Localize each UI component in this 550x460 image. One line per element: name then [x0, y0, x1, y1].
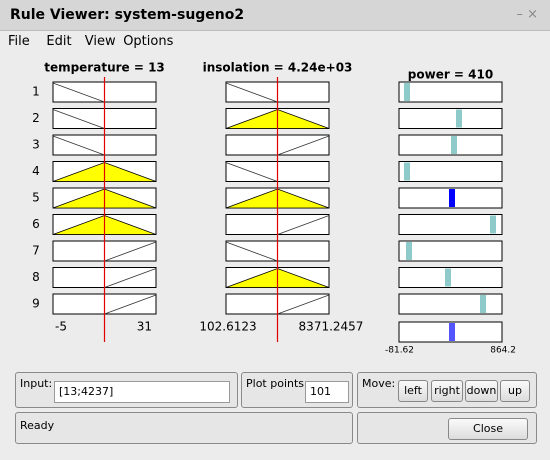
- rule-number: 4: [32, 164, 40, 178]
- output-bar: [456, 109, 462, 128]
- move-label: Move:: [362, 377, 396, 390]
- mf-line: [225, 82, 278, 103]
- window-title: Rule Viewer: system-sugeno2: [10, 7, 245, 23]
- input-field[interactable]: [13;4237]: [54, 381, 230, 403]
- mf-line: [104, 241, 157, 262]
- output-bar: [449, 189, 455, 207]
- close-panel: Close: [357, 412, 537, 444]
- move-button[interactable]: down: [465, 380, 498, 402]
- input-label: Input:: [20, 377, 53, 390]
- rule-plots: 1 2 3 4 5 6 7 8 9 temperature = 13 -5 31 insolation …: [32, 61, 516, 356]
- output-box: [398, 293, 503, 315]
- rule-number: 1: [32, 85, 40, 99]
- input-title: insolation = 4.24e+03: [203, 61, 353, 75]
- mf-line: [277, 215, 330, 235]
- mf-line: [52, 135, 105, 156]
- range-label: -5: [55, 320, 67, 334]
- status-text: Ready: [20, 419, 55, 432]
- rule-number: 9: [32, 297, 40, 311]
- menu-bar: File Edit View Options: [0, 31, 550, 53]
- menu-item[interactable]: File: [8, 34, 30, 49]
- output-bar: [451, 136, 457, 154]
- mf-line: [104, 294, 157, 315]
- rule-number: 7: [32, 244, 40, 258]
- range-label: 102.6123: [199, 320, 256, 334]
- plot-points-panel: Plot points: 101: [241, 372, 353, 408]
- output-bar: [490, 215, 496, 234]
- mf-line: [277, 135, 330, 156]
- range-label: -81.62: [385, 346, 414, 356]
- rule-number: 6: [32, 217, 40, 231]
- mf-line: [104, 268, 157, 288]
- move-button[interactable]: left: [398, 380, 428, 402]
- menu-item[interactable]: Options: [123, 34, 174, 49]
- rule-number: 2: [32, 111, 40, 125]
- output-bar: [404, 83, 410, 101]
- rule-number: 5: [32, 191, 40, 205]
- rule-number: 3: [32, 138, 40, 152]
- range-label: 864.2: [490, 346, 516, 356]
- mf-line: [52, 82, 105, 103]
- move-button[interactable]: up: [500, 380, 530, 402]
- window-controls[interactable]: – ×: [516, 7, 538, 22]
- range-label: 8371.2457: [299, 320, 364, 334]
- output-bar: [445, 268, 451, 287]
- mf-line: [225, 162, 278, 182]
- output-bar: [404, 162, 410, 181]
- input-panel: Input: [13;4237]: [15, 372, 238, 408]
- output-bar: [449, 323, 455, 341]
- output-title: power = 410: [408, 68, 493, 82]
- menu-item[interactable]: View: [84, 34, 116, 49]
- mf-line: [277, 294, 330, 315]
- rule-number: 8: [32, 270, 40, 284]
- title-bar: Rule Viewer: system-sugeno2 – ×: [0, 0, 550, 31]
- output-bar: [480, 295, 486, 313]
- output-box: [398, 161, 503, 182]
- plot-points-label: Plot points:: [246, 377, 308, 390]
- range-label: 31: [137, 320, 152, 334]
- input-title: temperature = 13: [44, 61, 165, 75]
- mf-line: [225, 241, 278, 262]
- status-panel: Ready: [15, 412, 353, 444]
- output-bar: [406, 242, 412, 260]
- move-button[interactable]: right: [431, 380, 463, 402]
- output-box: [398, 134, 503, 156]
- output-box: [398, 240, 503, 262]
- output-box: [398, 108, 503, 129]
- menu-item[interactable]: Edit: [46, 34, 72, 49]
- output-box: [398, 81, 503, 103]
- move-panel: Move: left right down up: [357, 372, 537, 408]
- mf-line: [52, 109, 105, 129]
- close-button[interactable]: Close: [448, 418, 528, 440]
- plot-points-field[interactable]: 101: [305, 381, 349, 403]
- output-box: [398, 214, 503, 235]
